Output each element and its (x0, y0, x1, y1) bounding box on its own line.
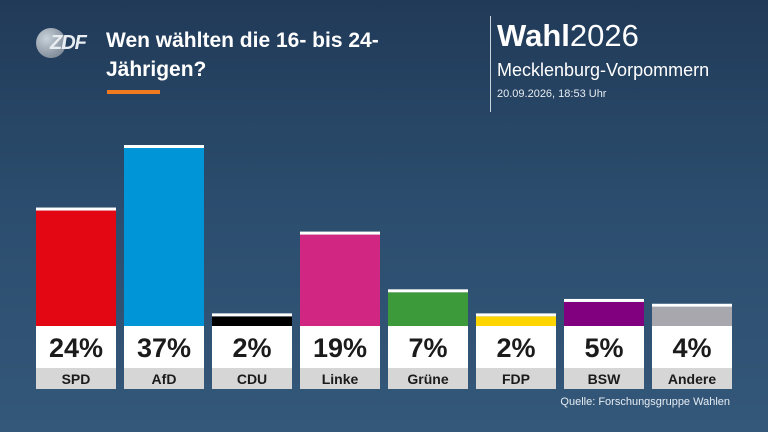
zdf-logo: ZDF (36, 28, 88, 58)
value-label-bsw: 5% (584, 333, 623, 363)
category-label-afd: AfD (152, 371, 177, 387)
category-label-spd: SPD (62, 371, 91, 387)
source-note: Quelle: Forschungsgruppe Wahlen (560, 396, 730, 408)
value-box-bsw (564, 326, 644, 368)
category-label-gr-ne: Grüne (407, 371, 448, 387)
category-box-afd (124, 368, 204, 389)
region-label: Mecklenburg-Vorpommern (497, 60, 710, 80)
value-box-gr-ne (388, 326, 468, 368)
bar-bsw (564, 301, 644, 326)
bar-andere (652, 306, 732, 326)
category-label-cdu: CDU (237, 371, 267, 387)
value-box-afd (124, 326, 204, 368)
category-label-linke: Linke (322, 371, 359, 387)
wahl-brand: Wahl2026 (497, 18, 639, 54)
bar-spd (36, 210, 116, 326)
category-box-gr-ne (388, 368, 468, 389)
bar-gr-ne (388, 292, 468, 326)
brand-year: 2026 (569, 18, 639, 53)
value-box-andere (652, 326, 732, 368)
category-box-spd (36, 368, 116, 389)
value-label-spd: 24% (49, 333, 103, 363)
header-divider (490, 16, 491, 112)
zdf-logo-text: ZDF (50, 32, 87, 54)
bar-cap-linke (300, 231, 380, 235)
value-label-andere: 4% (672, 333, 711, 363)
value-label-afd: 37% (137, 333, 191, 363)
category-label-bsw: BSW (588, 371, 621, 387)
value-box-linke (300, 326, 380, 368)
value-label-fdp: 2% (496, 333, 535, 363)
bar-cap-gr-ne (388, 289, 468, 293)
value-box-fdp (476, 326, 556, 368)
value-label-cdu: 2% (232, 333, 271, 363)
zdf-logo-disc (36, 28, 66, 58)
category-box-linke (300, 368, 380, 389)
bar-cap-andere (652, 303, 732, 307)
bar-cap-cdu (212, 313, 292, 317)
value-label-gr-ne: 7% (408, 333, 447, 363)
bar-cap-bsw (564, 298, 644, 302)
category-box-fdp (476, 368, 556, 389)
value-label-linke: 19% (313, 333, 367, 363)
title-accent-line (107, 90, 160, 94)
chart-title: Wen wählten die 16- bis 24-Jährigen? (106, 29, 379, 81)
bar-cdu (212, 316, 292, 326)
category-box-andere (652, 368, 732, 389)
category-label-andere: Andere (668, 371, 716, 387)
value-box-spd (36, 326, 116, 368)
bar-linke (300, 234, 380, 326)
bar-cap-fdp (476, 313, 556, 317)
bar-cap-afd (124, 145, 204, 148)
category-box-cdu (212, 368, 292, 389)
brand-bold: Wahl (497, 18, 570, 53)
timestamp: 20.09.2026, 18:53 Uhr (497, 88, 607, 100)
value-box-cdu (212, 326, 292, 368)
category-box-bsw (564, 368, 644, 389)
category-label-fdp: FDP (502, 371, 530, 387)
bar-afd (124, 148, 204, 326)
bar-fdp (476, 316, 556, 326)
bar-cap-spd (36, 207, 116, 211)
